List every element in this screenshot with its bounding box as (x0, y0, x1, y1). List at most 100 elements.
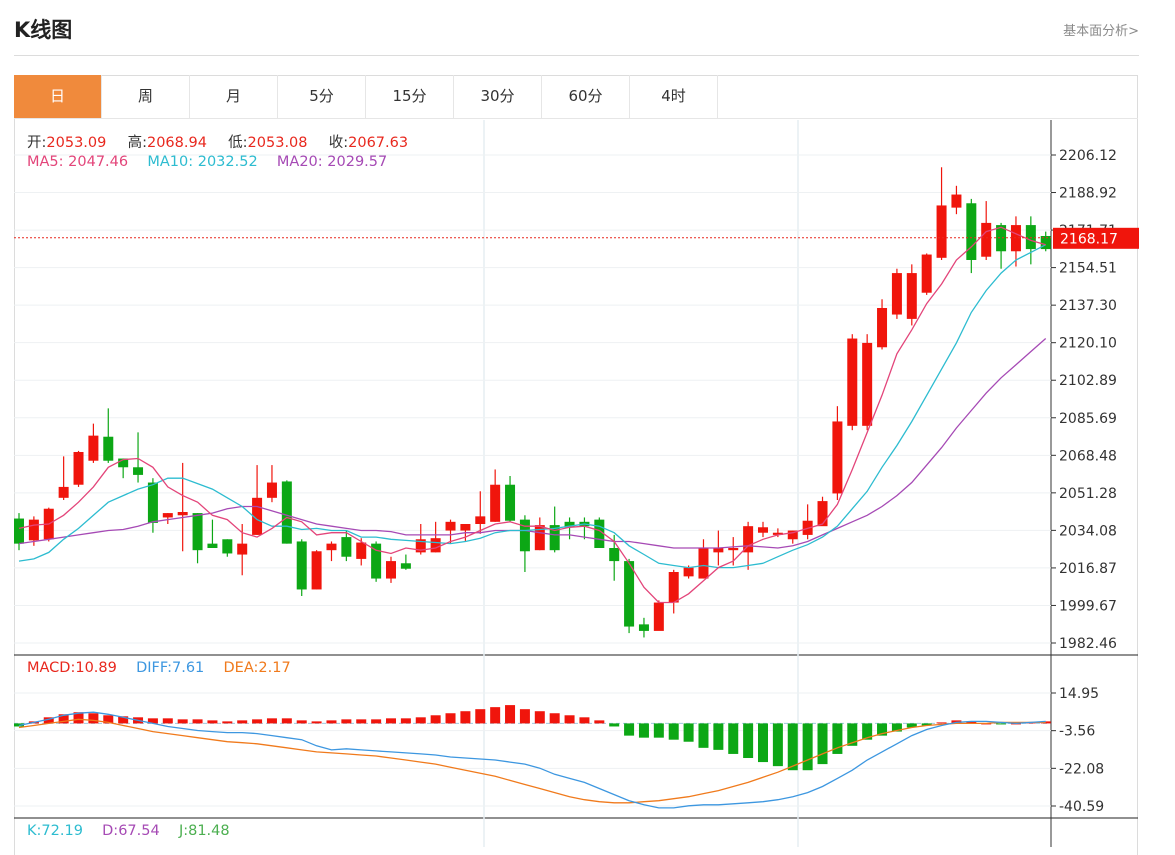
price-tick-label: 2206.12 (1059, 148, 1117, 164)
macd-bar-positive (534, 711, 545, 724)
candle-down (519, 519, 530, 552)
price-tick-label: 2154.51 (1059, 261, 1117, 277)
candle-up (252, 497, 263, 535)
tab-15min[interactable]: 15分 (366, 75, 454, 118)
macd-tick-label: -22.08 (1059, 761, 1104, 777)
candle-up (326, 543, 337, 551)
candle-up (758, 527, 768, 533)
diff-label: DIFF: (136, 660, 172, 676)
candle-up (177, 511, 188, 516)
candle-up (266, 482, 277, 498)
macd-value: 10.89 (75, 660, 117, 676)
candle-down (624, 561, 635, 627)
macd-bar-positive (475, 709, 486, 724)
kdj-info: K:72.19 D:67.54 J:81.48 (27, 823, 230, 839)
macd-bar-negative (906, 723, 917, 728)
price-tick-label: 2051.28 (1059, 486, 1117, 502)
candlestick-series (14, 167, 1051, 638)
candle-up (772, 532, 783, 535)
macd-bar-negative (877, 723, 888, 736)
candle-up (475, 516, 486, 525)
candle-up (877, 307, 888, 348)
candle-down (609, 548, 620, 562)
macd-tick-label: -40.59 (1059, 799, 1104, 815)
macd-bar-positive (400, 718, 411, 724)
macd-bar-positive (296, 720, 307, 724)
candle-up (936, 205, 947, 258)
candle-up (787, 530, 798, 540)
candle-down (222, 539, 233, 554)
macd-bar-positive (936, 722, 947, 724)
price-tick-label: 2085.69 (1059, 411, 1117, 427)
macd-indicator (14, 705, 1051, 809)
price-tick-label: 2068.48 (1059, 448, 1117, 464)
tab-30min[interactable]: 30分 (454, 75, 542, 118)
macd-bar-negative (698, 723, 709, 748)
macd-tick-label: -3.56 (1059, 724, 1095, 740)
candle-up (445, 521, 456, 531)
tab-week[interactable]: 周 (102, 75, 190, 118)
open-label: 开: (27, 135, 47, 151)
period-tabs: 日 周 月 5分 15分 30分 60分 4时 (14, 75, 1138, 119)
low-value: 2053.08 (247, 135, 308, 151)
candle-up (58, 486, 69, 498)
candle-down (341, 537, 352, 557)
tab-5min[interactable]: 5分 (278, 75, 366, 118)
macd-info: MACD:10.89 DIFF:7.61 DEA:2.17 (27, 660, 291, 676)
macd-bar-positive (966, 721, 977, 724)
candle-up (490, 484, 501, 522)
candle-up (534, 525, 545, 551)
ma5-label: MA5: (27, 154, 64, 170)
macd-bar-negative (996, 723, 1007, 725)
candle-up (311, 551, 322, 590)
candle-down (281, 481, 292, 544)
high-value: 2068.94 (146, 135, 207, 151)
close-value: 2067.63 (348, 135, 409, 151)
fundamental-analysis-link[interactable]: 基本面分析> (1063, 24, 1139, 39)
macd-bar-negative (847, 723, 858, 746)
macd-bar-positive (326, 720, 337, 724)
current-price-marker (1053, 227, 1139, 249)
title-divider (14, 55, 1139, 56)
dea-value: 2.17 (258, 660, 291, 676)
low-label: 低: (228, 135, 248, 151)
diff-value: 7.61 (171, 660, 205, 676)
candle-up (832, 421, 843, 494)
page-title: K线图 (14, 18, 73, 42)
macd-bar-negative (758, 723, 768, 763)
macd-bar-positive (460, 711, 471, 724)
ma20-label: MA20: (276, 154, 323, 170)
candle-up (88, 435, 99, 461)
macd-bar-positive (386, 718, 396, 724)
diff-line (18, 711, 1046, 809)
candle-up (237, 543, 248, 555)
candle-up (921, 254, 932, 293)
macd-bar-negative (921, 723, 932, 726)
macd-bar-positive (281, 718, 292, 724)
dea-line (18, 718, 1046, 804)
macd-bar-negative (787, 723, 798, 771)
macd-bar-positive (311, 721, 322, 724)
macd-bar-positive (118, 716, 129, 724)
tab-day[interactable]: 日 (14, 75, 102, 118)
candle-down (996, 225, 1007, 252)
macd-bar-positive (177, 719, 188, 724)
ma-info: MA5: 2047.46 MA10: 2032.52 MA20: 2029.57 (27, 154, 387, 170)
macd-bar-negative (638, 723, 649, 738)
macd-bar-positive (505, 705, 516, 724)
candle-up (981, 222, 992, 257)
candle-up (668, 572, 679, 603)
tab-month[interactable]: 月 (190, 75, 278, 118)
moving-average-lines (18, 226, 1047, 604)
candle-up (28, 519, 39, 541)
macd-bar-positive (207, 720, 218, 724)
macd-bar-negative (832, 723, 843, 754)
tab-60min[interactable]: 60分 (542, 75, 630, 118)
macd-bar-positive (73, 712, 84, 724)
macd-bar-negative (683, 723, 694, 742)
candle-up (713, 548, 724, 553)
dea-label: DEA: (223, 660, 259, 676)
macd-bar-positive (341, 719, 352, 724)
tab-4hour[interactable]: 4时 (630, 75, 718, 118)
